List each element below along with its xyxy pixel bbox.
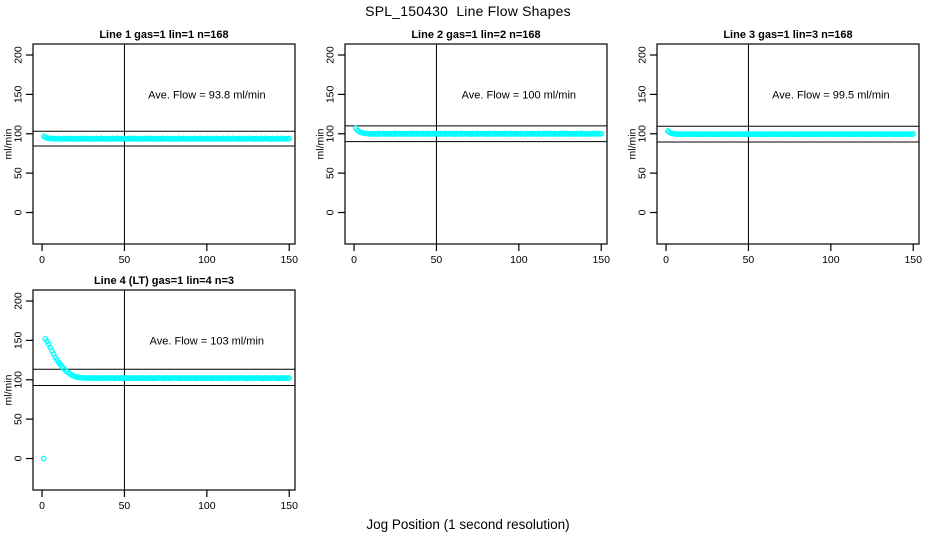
y-tick-label: 100 xyxy=(637,125,649,143)
annotation-ave-flow: Ave. Flow = 93.8 ml/min xyxy=(148,89,265,101)
subplot-title: Line 1 gas=1 lin=1 n=168 xyxy=(99,29,228,41)
plot-box xyxy=(32,43,296,245)
data-point xyxy=(40,455,47,462)
data-points xyxy=(352,125,605,138)
data-point xyxy=(286,135,293,142)
data-point xyxy=(910,131,917,137)
subplot-title: Line 2 gas=1 lin=2 n=168 xyxy=(411,29,540,41)
y-tick-label: 0 xyxy=(637,209,649,215)
y-tick-label: 0 xyxy=(13,455,25,461)
y-tick-label: 150 xyxy=(637,85,649,103)
data-points xyxy=(40,133,293,142)
y-tick-label: 50 xyxy=(13,167,25,179)
subplot-title: Line 3 gas=1 lin=3 n=168 xyxy=(723,29,852,41)
x-tick-label: 0 xyxy=(663,254,669,266)
y-tick-label: 150 xyxy=(13,85,25,103)
data-points xyxy=(40,335,293,462)
x-tick-label: 50 xyxy=(743,254,755,266)
subplot-title: Line 4 (LT) gas=1 lin=4 n=3 xyxy=(94,275,234,287)
figure-title: SPL_150430 Line Flow Shapes xyxy=(365,3,571,19)
x-tick-label: 150 xyxy=(904,254,922,266)
subplot-3: Line 3 gas=1 lin=3 n=168 0 50 100 150 0 50 100 1… xyxy=(627,29,922,266)
y-tick-label: 50 xyxy=(13,413,25,425)
annotation-ave-flow: Ave. Flow = 103 ml/min xyxy=(150,335,264,347)
x-tick-label: 150 xyxy=(280,254,298,266)
y-tick-label: 100 xyxy=(325,125,337,143)
subplot-4: Line 4 (LT) gas=1 lin=4 n=3 0 50 100 150 0 50 1… xyxy=(3,275,298,512)
x-axis-label: Jog Position (1 second resolution) xyxy=(366,517,570,532)
y-tick-label: 0 xyxy=(325,209,337,215)
x-tick-label: 0 xyxy=(351,254,357,266)
x-tick-label: 100 xyxy=(198,500,216,512)
x-tick-label: 50 xyxy=(119,500,131,512)
y-axis-label: ml/min xyxy=(315,128,327,159)
x-tick-label: 150 xyxy=(592,254,610,266)
y-tick-label: 150 xyxy=(13,331,25,349)
subplot-2: Line 2 gas=1 lin=2 n=168 0 50 100 150 0 50 100 1… xyxy=(315,29,610,266)
x-tick-label: 150 xyxy=(280,500,298,512)
y-tick-label: 150 xyxy=(325,85,337,103)
y-tick-label: 200 xyxy=(325,46,337,64)
plot-box xyxy=(656,43,920,245)
y-tick-label: 50 xyxy=(637,167,649,179)
y-tick-label: 100 xyxy=(13,371,25,389)
x-tick-label: 100 xyxy=(510,254,528,266)
data-point xyxy=(286,375,293,381)
plot-box xyxy=(32,289,296,491)
y-axis-label: ml/min xyxy=(627,128,639,159)
x-tick-label: 100 xyxy=(198,254,216,266)
y-axis-label: ml/min xyxy=(3,374,15,405)
x-tick-label: 50 xyxy=(431,254,443,266)
x-tick-label: 100 xyxy=(822,254,840,266)
y-tick-label: 100 xyxy=(13,125,25,143)
y-tick-label: 200 xyxy=(13,292,25,310)
y-tick-label: 50 xyxy=(325,167,337,179)
y-tick-label: 200 xyxy=(637,46,649,64)
x-tick-label: 50 xyxy=(119,254,131,266)
y-tick-label: 200 xyxy=(13,46,25,64)
plot-box xyxy=(344,43,608,245)
x-tick-label: 0 xyxy=(39,500,45,512)
data-points xyxy=(664,128,917,138)
data-point xyxy=(598,130,605,137)
annotation-ave-flow: Ave. Flow = 99.5 ml/min xyxy=(772,89,889,101)
annotation-ave-flow: Ave. Flow = 100 ml/min xyxy=(462,89,576,101)
y-tick-label: 0 xyxy=(13,209,25,215)
y-axis-label: ml/min xyxy=(3,128,15,159)
x-tick-label: 0 xyxy=(39,254,45,266)
subplot-1: Line 1 gas=1 lin=1 n=168 0 50 100 150 0 50 100 1… xyxy=(3,29,298,266)
